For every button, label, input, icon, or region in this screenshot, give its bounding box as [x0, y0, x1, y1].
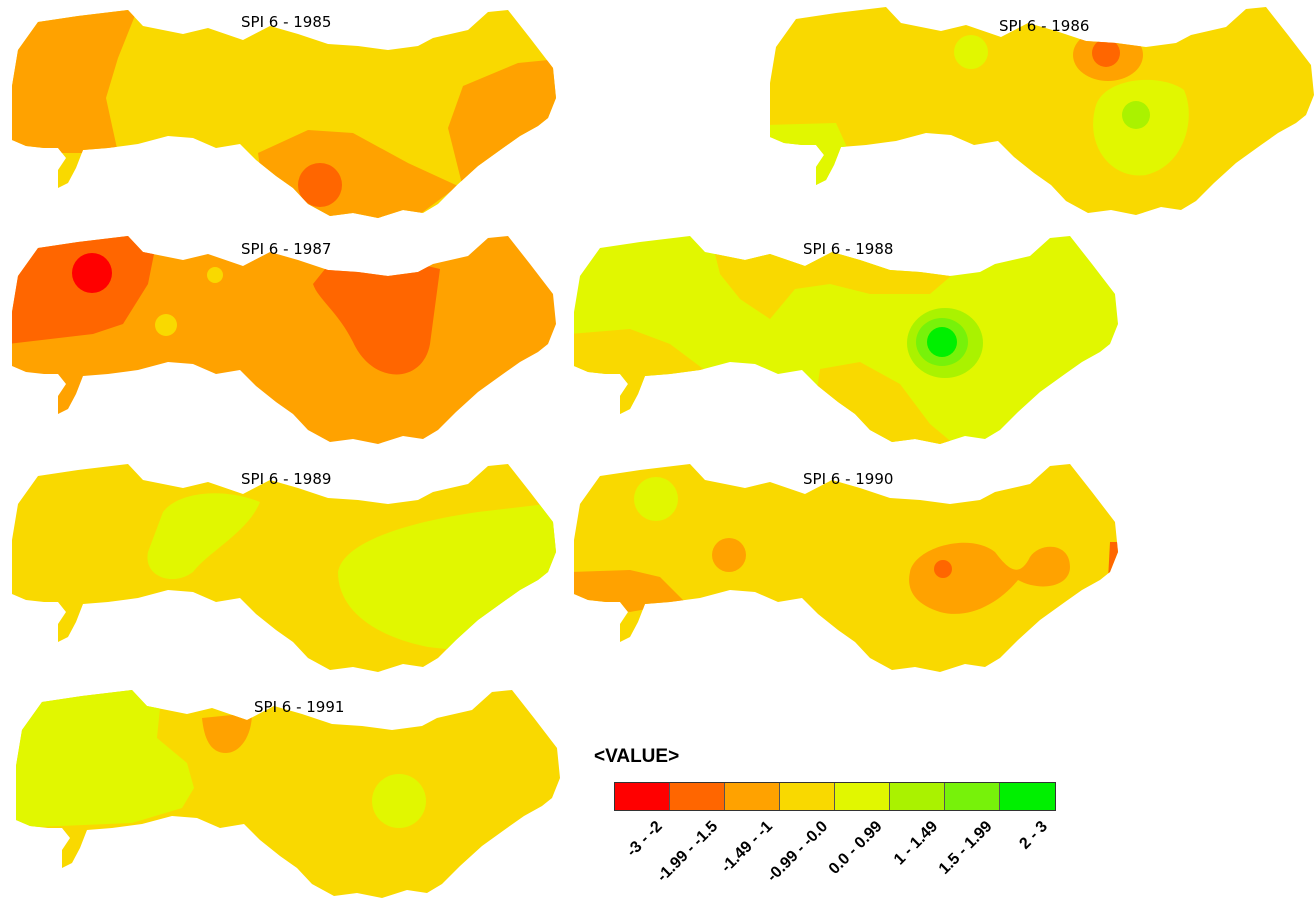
legend-swatches [614, 782, 1056, 811]
legend-swatch [1000, 783, 1055, 810]
map-title: SPI 6 - 1989 [241, 470, 332, 488]
map-1987 [12, 236, 556, 444]
map-panel-1986: SPI 6 - 1986 [766, 5, 1314, 225]
patch [298, 163, 342, 207]
map-panel-1990: SPI 6 - 1990 [570, 462, 1125, 684]
base-fill [770, 7, 1314, 215]
map-panel-1985: SPI 6 - 1985 [8, 8, 568, 223]
map-title: SPI 6 - 1991 [254, 698, 345, 716]
map-title: SPI 6 - 1987 [241, 240, 332, 258]
map-1991 [16, 690, 560, 898]
patch [202, 713, 252, 753]
patch [155, 314, 177, 336]
legend-swatch [615, 783, 670, 810]
legend-swatch [890, 783, 945, 810]
patch [1092, 39, 1120, 67]
patch [954, 35, 988, 69]
legend-swatch [780, 783, 835, 810]
legend-swatch [670, 783, 725, 810]
map-panel-1989: SPI 6 - 1989 [8, 462, 563, 684]
map-panel-1991: SPI 6 - 1991 [12, 688, 587, 911]
legend-label: 0.0 - 0.99 [826, 818, 887, 878]
legend-label: 2 - 3 [1016, 818, 1052, 853]
patch [909, 542, 1070, 614]
legend-swatch [725, 783, 780, 810]
map-title: SPI 6 - 1985 [241, 13, 332, 31]
patch [372, 774, 426, 828]
map-panel-1987: SPI 6 - 1987 [8, 234, 563, 459]
legend-title: <VALUE> [594, 746, 680, 767]
patch [1122, 101, 1150, 129]
legend-swatch [835, 783, 890, 810]
map-title: SPI 6 - 1986 [999, 17, 1090, 35]
legend-label: 1 - 1.49 [890, 818, 942, 869]
map-title: SPI 6 - 1990 [803, 470, 894, 488]
map-1988 [574, 236, 1118, 444]
patch [207, 267, 223, 283]
patch [770, 123, 846, 195]
patch [72, 253, 112, 293]
map-1986 [770, 7, 1314, 215]
patch [1108, 542, 1118, 582]
patch [927, 327, 957, 357]
map-1990 [574, 464, 1118, 672]
patch [12, 10, 138, 153]
map-1989 [12, 464, 556, 672]
patch [634, 477, 678, 521]
legend-label: -3 - -2 [623, 818, 667, 861]
legend-label: 1.5 - 1.99 [936, 818, 997, 878]
patch [16, 690, 194, 828]
patch [712, 538, 746, 572]
map-title: SPI 6 - 1988 [803, 240, 894, 258]
legend-swatch [945, 783, 1000, 810]
patch [934, 560, 952, 578]
patch [313, 259, 440, 375]
patch [147, 493, 260, 580]
map-panel-1988: SPI 6 - 1988 [570, 234, 1125, 459]
map-1985 [12, 10, 556, 218]
